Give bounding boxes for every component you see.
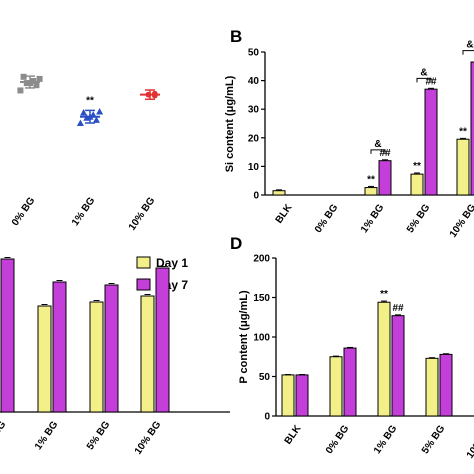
significance-mark: &	[420, 67, 427, 78]
x-tick-label: 5% BG	[85, 419, 113, 452]
panel-b-si-content: B Si content (μg/mL) 0 10 20 30 40 50 BLK 0% BG…	[224, 27, 474, 240]
y-tick-label: 30	[248, 105, 260, 116]
data-point-0pct-bg	[23, 80, 30, 87]
x-tick-label: 1% BG	[359, 202, 387, 235]
bar-5pct-bg-day-1	[410, 173, 424, 196]
bar-1pct-bg-day-1	[364, 187, 378, 196]
x-tick-label: 1% BG	[33, 419, 61, 452]
bar-1pct-bg-day-1	[37, 305, 52, 413]
data-point-0pct-bg	[17, 87, 24, 94]
bar-5pct-bg-day-7	[104, 284, 119, 413]
bar-0pct-bg-day-1	[329, 356, 343, 417]
data-point-1pct-bg	[80, 109, 88, 116]
significance-mark: **	[380, 289, 388, 300]
data-point-0pct-bg	[33, 82, 40, 89]
significance-mark: **	[86, 95, 94, 106]
significance-bracket	[370, 149, 386, 154]
significance-mark: **	[459, 126, 467, 137]
y-tick-label: 0	[253, 191, 259, 202]
bar-blk-day-7	[295, 374, 309, 417]
data-point-1pct-bg	[76, 119, 84, 126]
legend-swatch-day7	[136, 278, 151, 291]
significance-bracket	[416, 77, 432, 83]
x-tick-label: 10% BG	[448, 202, 474, 239]
legend-swatch-day1	[136, 256, 151, 269]
bar-1pct-bg-day-7	[391, 315, 405, 417]
bar-blk-day-1	[281, 374, 295, 417]
panel-a-scatter: 0% BG 1% BG 10% BG **	[10, 73, 160, 233]
significance-mark: **	[367, 174, 375, 185]
bar-0pct-bg-day-7	[343, 347, 357, 417]
bar-10pct-bg-day-7	[470, 61, 474, 196]
y-tick-label: 40	[248, 76, 260, 87]
bar-1pct-bg-day-7	[52, 281, 67, 413]
significance-mark: **	[413, 161, 421, 172]
significance-mark: ##	[392, 303, 404, 314]
y-tick-label: 10	[248, 162, 260, 173]
x-tick-label: 10% BG	[127, 195, 158, 232]
x-tick-label: BLK	[274, 202, 295, 226]
bar-1pct-bg-day-1	[377, 301, 391, 417]
y-tick-label: 50	[259, 372, 271, 383]
x-tick-label: BLK	[283, 423, 304, 447]
significance-bracket	[462, 50, 474, 55]
bar-blk-day-1	[272, 190, 286, 196]
panel-d-p-content: D P content (μg/mL) 0 50 100 150 200 BLK 0% BG…	[230, 234, 474, 461]
data-point-0pct-bg	[36, 75, 43, 82]
y-tick-label: 50	[248, 48, 260, 59]
x-tick-label: 1% BG	[372, 423, 400, 456]
x-tick-label: 5% BG	[405, 202, 433, 235]
panel-b-letter: B	[230, 27, 242, 46]
panel-d-y-label: P content (μg/mL)	[238, 290, 250, 384]
data-point-0pct-bg	[20, 73, 27, 80]
y-tick-label: 200	[253, 254, 270, 265]
bar-5pct-bg-day-7	[424, 88, 438, 196]
data-point-0pct-bg	[30, 78, 37, 84]
y-tick-label: 100	[253, 333, 270, 344]
x-tick-label: 0% BG	[313, 202, 341, 235]
data-point-1pct-bg	[92, 116, 100, 123]
significance-mark: &	[374, 139, 381, 150]
y-tick-label: 20	[248, 133, 260, 144]
bar-5pct-bg-day-7	[439, 353, 453, 417]
bar-5pct-bg-day-1	[425, 357, 439, 417]
data-point-1pct-bg	[96, 107, 104, 115]
x-tick-label: 10% BG	[133, 419, 164, 456]
bar-0pct-bg-day-7	[0, 258, 15, 413]
y-tick-label: 0	[264, 412, 270, 423]
bar-5pct-bg-day-1	[89, 301, 104, 413]
bar-10pct-bg-day-1	[456, 138, 470, 196]
x-tick-label: 0% BG	[324, 423, 352, 456]
bar-1pct-bg-day-7	[378, 160, 392, 196]
x-tick-label: 1% BG	[70, 195, 98, 228]
x-tick-label: 5% BG	[420, 423, 448, 456]
y-tick-label: 150	[253, 293, 270, 304]
bar-10pct-bg-day-1	[140, 295, 155, 413]
bar-10pct-bg-day-7	[155, 267, 170, 413]
x-tick-label: 10% BG	[465, 423, 474, 460]
panel-d-letter: D	[230, 234, 242, 253]
x-tick-label: 0% BG	[10, 195, 38, 228]
significance-mark: &	[466, 40, 473, 51]
panel-b-y-label: Si content (μg/mL)	[224, 75, 236, 172]
x-tick-label: 0% BG	[0, 419, 9, 452]
